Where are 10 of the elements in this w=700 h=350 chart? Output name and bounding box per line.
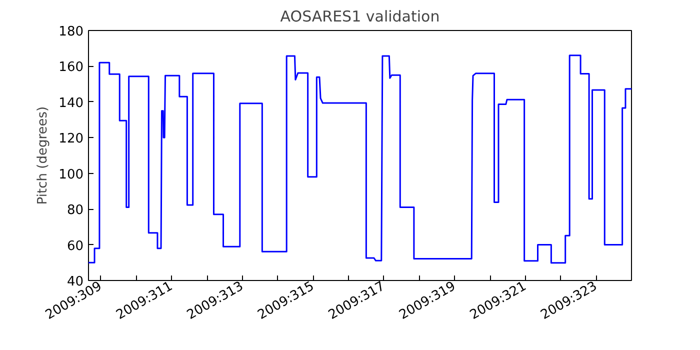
y-axis-title: Pitch (degrees) [36, 106, 51, 205]
line-series [88, 54, 632, 264]
y-tick-label: 160 [58, 60, 84, 76]
y-tick-label: 120 [58, 132, 84, 147]
y-tick-label: 80 [66, 203, 84, 218]
y-tick-label: 140 [58, 96, 84, 111]
chart-title: AOSARES1 validation [280, 8, 440, 26]
y-tick-label: 180 [58, 24, 84, 40]
y-tick-label: 100 [58, 167, 84, 182]
y-tick-label: 60 [66, 238, 84, 254]
